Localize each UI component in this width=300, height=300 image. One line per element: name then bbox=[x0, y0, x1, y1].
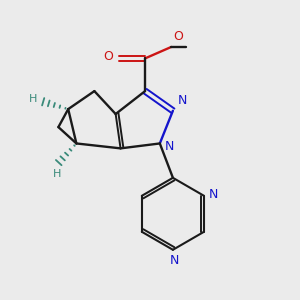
Text: O: O bbox=[103, 50, 113, 63]
Text: H: H bbox=[29, 94, 37, 104]
Text: H: H bbox=[52, 169, 61, 178]
Text: N: N bbox=[178, 94, 187, 107]
Text: N: N bbox=[165, 140, 174, 153]
Text: O: O bbox=[173, 30, 183, 43]
Text: N: N bbox=[208, 188, 218, 201]
Text: N: N bbox=[170, 254, 179, 267]
